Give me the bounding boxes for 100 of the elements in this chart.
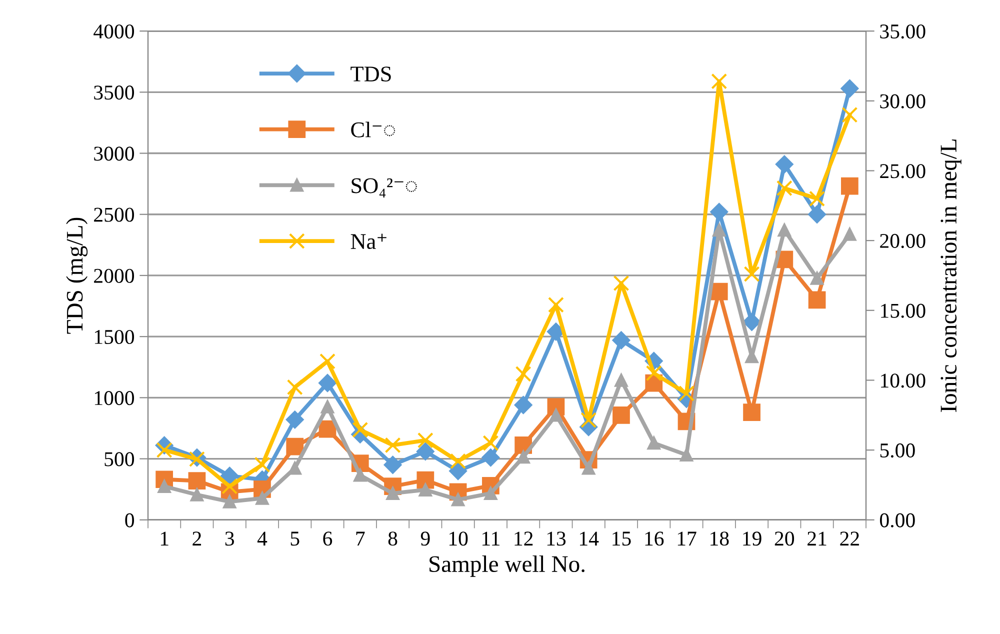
point: [384, 437, 401, 454]
point: [318, 374, 336, 392]
point: [646, 365, 662, 382]
legend-label: Cl⁻◌: [351, 122, 396, 138]
y-tick-label: 2500: [94, 208, 134, 222]
point: [680, 448, 694, 462]
y2-tick-label: 25.00: [880, 164, 926, 178]
y2-tick-label: 15.00: [881, 304, 926, 318]
x-tick-label: 20: [774, 532, 794, 546]
point: [614, 374, 628, 387]
x-tick-label: 3: [225, 532, 234, 546]
point: [188, 472, 206, 490]
x-tick-label: 17: [678, 532, 696, 546]
x-tick-label: 22: [840, 532, 859, 546]
y-tick-label: 3500: [94, 86, 134, 100]
x-tick-label: 9: [420, 532, 430, 546]
point: [549, 408, 563, 422]
point: [678, 385, 694, 402]
point: [450, 453, 466, 470]
point: [158, 480, 171, 493]
point: [222, 495, 236, 508]
point: [809, 190, 826, 207]
point: [647, 436, 660, 450]
y2-axis-title: Ionic concentration in meq/L: [940, 140, 962, 412]
point: [449, 462, 467, 480]
x-tick-label: 21: [808, 532, 826, 546]
x-tick-label: 14: [580, 532, 599, 546]
point: [286, 410, 304, 429]
point: [384, 456, 402, 474]
point: [254, 456, 270, 473]
point: [808, 205, 826, 224]
point: [190, 488, 204, 502]
point: [710, 282, 728, 300]
point: [808, 291, 826, 309]
point: [286, 438, 304, 456]
x-tick-label: 6: [323, 532, 332, 546]
point: [482, 448, 500, 466]
x-tick-label: 11: [482, 532, 500, 546]
x-tick-label: 1: [160, 532, 168, 546]
y-tick-label: 2000: [94, 268, 134, 283]
x-tick-label: 7: [356, 532, 365, 546]
y-axis-title: TDS (mg/L): [66, 218, 88, 334]
legend-label: TDS: [350, 66, 391, 82]
point: [417, 432, 434, 448]
point: [710, 203, 728, 221]
point: [352, 422, 368, 438]
y-tick-label: 0: [125, 513, 134, 528]
y2-tick-label: 30.00: [880, 94, 926, 108]
point: [516, 450, 530, 464]
point: [548, 296, 564, 313]
point: [418, 483, 432, 496]
point: [612, 406, 630, 424]
point: [613, 275, 630, 292]
point: [843, 228, 856, 241]
point: [354, 468, 367, 482]
point: [482, 435, 499, 452]
point: [320, 400, 334, 414]
x-tick-label: 15: [612, 532, 631, 546]
point: [744, 266, 760, 282]
x-tick-label: 10: [449, 532, 468, 546]
x-tick-label: 18: [710, 532, 729, 546]
point: [222, 478, 238, 494]
y2-tick-label: 20.00: [880, 234, 926, 248]
point: [286, 379, 303, 396]
x-tick-label: 12: [514, 532, 533, 546]
point: [580, 412, 597, 428]
x-tick-label: 8: [388, 532, 398, 546]
y-tick-label: 500: [104, 452, 134, 466]
legend-label: Na⁺: [350, 234, 386, 250]
point: [416, 442, 434, 460]
point: [712, 223, 726, 237]
point: [320, 353, 336, 370]
point: [386, 486, 400, 500]
point: [743, 404, 760, 422]
point: [810, 272, 824, 285]
point: [841, 177, 858, 195]
x-tick-label: 2: [192, 532, 202, 546]
x-tick-label: 4: [257, 532, 268, 546]
point: [842, 106, 858, 123]
x-tick-label: 13: [547, 532, 566, 546]
point: [742, 313, 761, 331]
point: [288, 462, 302, 475]
y2-tick-label: 0.00: [880, 513, 915, 528]
y2-tick-label: 5.00: [880, 443, 915, 458]
x-tick-label: 19: [743, 532, 762, 546]
y-tick-label: 1500: [94, 330, 134, 344]
point: [711, 73, 728, 90]
x-axis-title: Sample well No.: [430, 555, 584, 577]
point: [612, 331, 630, 350]
x-tick-label: 5: [290, 532, 300, 546]
y-tick-label: 3000: [94, 146, 134, 161]
y2-tick-label: 35.00: [880, 24, 926, 39]
y-tick-label: 4000: [94, 24, 134, 38]
point: [256, 492, 269, 505]
x-tick-label: 16: [645, 532, 664, 546]
point: [484, 486, 498, 500]
point: [778, 223, 792, 237]
y-tick-label: 1000: [94, 391, 134, 406]
point: [582, 462, 596, 475]
point: [514, 396, 532, 414]
